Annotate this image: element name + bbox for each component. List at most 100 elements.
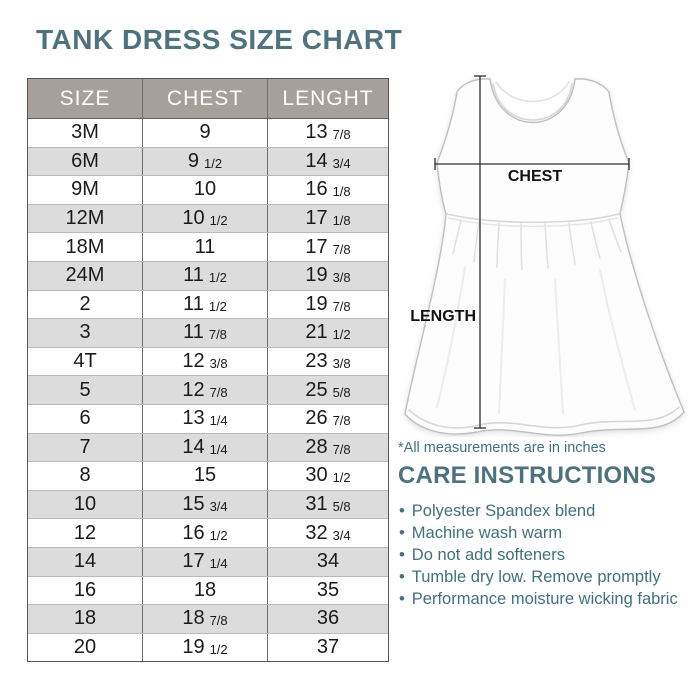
value-whole: 11 xyxy=(194,235,216,258)
value-fraction: 7/8 xyxy=(332,441,351,457)
table-row: 18M 11 17 7/8 xyxy=(28,232,388,261)
cell-chest: 15 xyxy=(142,462,267,490)
care-item: Machine wash warm xyxy=(399,522,678,544)
cell-length: 32 3/4 xyxy=(267,519,388,547)
waist-seam-2 xyxy=(448,217,618,228)
value-fraction: 7/8 xyxy=(332,241,351,257)
care-instructions-title: CARE INSTRUCTIONS xyxy=(398,462,657,489)
value-fraction: 1/2 xyxy=(332,327,351,343)
cell-length: 26 7/8 xyxy=(267,404,388,433)
cell-length: 21 1/2 xyxy=(267,319,388,347)
cell-size: 24M xyxy=(28,262,142,290)
value-whole: 15 xyxy=(193,464,217,487)
value-fraction: 5/8 xyxy=(332,499,351,515)
value-fraction: 7/8 xyxy=(209,613,228,629)
cell-size: 7 xyxy=(28,434,142,462)
cell-size: 18 xyxy=(28,605,142,633)
cell-chest: 9 1/2 xyxy=(142,147,267,176)
value-fraction: 7/8 xyxy=(332,127,351,143)
care-item: Polyester Spandex blend xyxy=(399,500,678,522)
dress-image: CHEST LENGTH xyxy=(404,75,685,436)
care-item: Tumble dry low. Remove promptly xyxy=(399,566,678,588)
value-whole: 6 xyxy=(79,407,91,430)
value-fraction: 1/8 xyxy=(332,184,351,200)
header-length: LENGHT xyxy=(267,79,388,118)
cell-chest: 14 1/4 xyxy=(142,433,267,462)
value-whole: 36 xyxy=(316,607,340,630)
cell-length: 19 7/8 xyxy=(267,290,388,319)
value-whole: 9 xyxy=(199,121,211,144)
skirt-gathers xyxy=(452,218,622,271)
neckline-trim xyxy=(492,83,573,121)
value-whole: 13 xyxy=(182,407,205,430)
cell-chest: 11 1/2 xyxy=(142,261,267,290)
cell-length: 34 xyxy=(267,547,388,576)
value-whole: 35 xyxy=(316,578,340,601)
value-whole: 26 xyxy=(305,407,328,430)
table-row: 6M 9 1/2 14 3/4 xyxy=(28,146,388,176)
value-fraction: 1/8 xyxy=(332,213,351,229)
cell-length: 19 3/8 xyxy=(267,261,388,290)
value-whole: 12 xyxy=(73,521,97,544)
cell-chest: 19 1/2 xyxy=(142,633,267,662)
value-fraction: 1/2 xyxy=(204,155,223,171)
cell-length: 23 3/8 xyxy=(267,347,388,376)
value-fraction: 1/4 xyxy=(209,556,228,572)
table-row: 12M 10 1/2 17 1/8 xyxy=(28,203,388,233)
value-whole: 10 xyxy=(182,207,205,230)
chest-measure-line xyxy=(434,158,630,170)
value-whole: 12M xyxy=(65,207,105,230)
cell-size: 6M xyxy=(28,148,142,176)
cell-chest: 9 xyxy=(142,119,267,147)
value-whole: 16 xyxy=(73,578,97,601)
value-whole: 11 xyxy=(183,321,204,344)
header-chest: CHEST xyxy=(142,79,267,118)
table-header-row: SIZE CHEST LENGHT xyxy=(28,79,388,118)
skirt-folds xyxy=(436,266,636,415)
value-whole: 13 xyxy=(305,121,328,144)
cell-chest: 18 xyxy=(142,576,267,605)
cell-size: 5 xyxy=(28,376,142,404)
value-whole: 7 xyxy=(79,435,91,458)
cell-length: 35 xyxy=(267,576,388,605)
cell-size: 20 xyxy=(28,634,142,662)
cell-length: 14 3/4 xyxy=(267,147,388,176)
cell-length: 17 7/8 xyxy=(267,233,388,261)
cell-length: 13 7/8 xyxy=(267,119,388,147)
cell-size: 3M xyxy=(28,119,142,147)
cell-size: 2 xyxy=(28,291,142,319)
measurements-note: *All measurements are in inches xyxy=(398,440,606,456)
table-row: 24M 11 1/2 19 3/8 xyxy=(28,260,388,290)
value-whole: 18 xyxy=(73,607,97,630)
value-fraction: 3/8 xyxy=(332,270,351,286)
value-fraction: 1/2 xyxy=(209,641,228,657)
table-row: 4T 12 3/8 23 3/8 xyxy=(28,346,388,376)
value-whole: 16 xyxy=(305,178,328,201)
cell-size: 18M xyxy=(28,233,142,261)
cell-chest: 16 1/2 xyxy=(142,519,267,547)
cell-size: 12M xyxy=(28,205,142,233)
value-whole: 28 xyxy=(305,435,328,458)
value-whole: 32 xyxy=(305,521,328,544)
collar-back-line xyxy=(495,81,570,103)
value-whole: 24M xyxy=(65,264,105,287)
value-whole: 19 xyxy=(305,264,328,287)
value-whole: 21 xyxy=(305,321,328,344)
value-whole: 3M xyxy=(71,121,99,144)
value-fraction: 5/8 xyxy=(332,384,351,400)
value-fraction: 1/4 xyxy=(209,441,228,457)
cell-length: 25 5/8 xyxy=(267,376,388,404)
value-whole: 23 xyxy=(305,350,328,373)
value-fraction: 3/8 xyxy=(209,356,228,372)
value-fraction: 1/4 xyxy=(209,413,228,429)
cell-chest: 18 7/8 xyxy=(142,605,267,633)
table-row: 3 11 7/8 21 1/2 xyxy=(28,318,388,347)
dress-outline xyxy=(404,78,685,436)
value-whole: 30 xyxy=(305,464,328,487)
value-whole: 18 xyxy=(182,607,205,630)
value-fraction: 1/2 xyxy=(208,270,227,286)
value-fraction: 1/2 xyxy=(209,213,228,229)
table-row: 3M 9 13 7/8 xyxy=(28,118,388,147)
cell-size: 14 xyxy=(28,548,142,576)
